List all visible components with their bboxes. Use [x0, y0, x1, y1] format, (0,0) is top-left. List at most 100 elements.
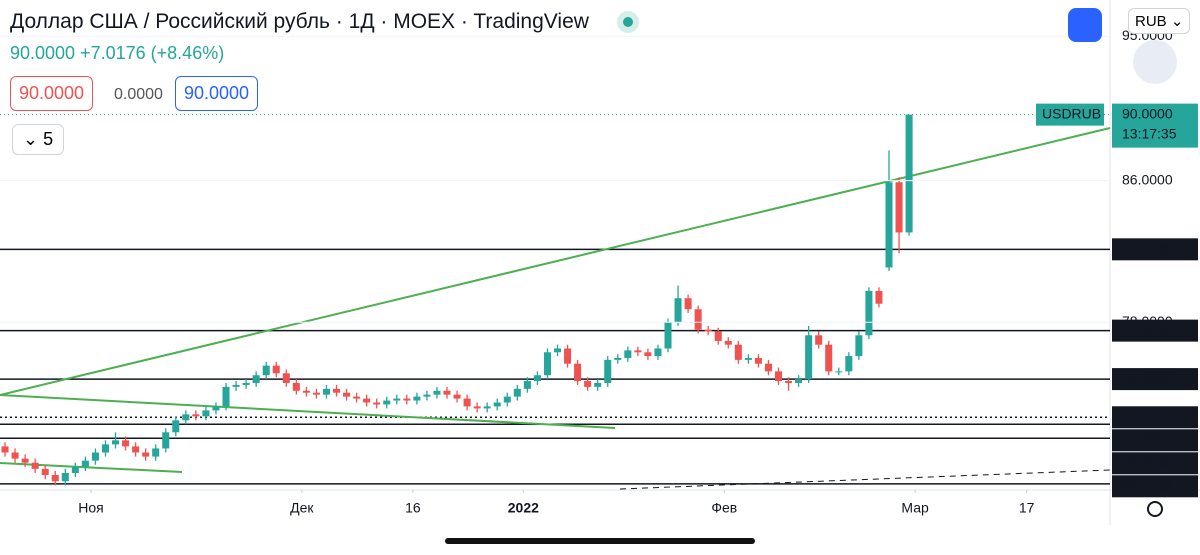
symbol-tag-label: USDRUB — [1042, 105, 1101, 121]
candle-body — [865, 290, 873, 336]
candle-body — [564, 348, 572, 364]
candle-body — [312, 392, 320, 395]
candle-body — [222, 386, 230, 407]
home-indicator — [445, 538, 755, 544]
candle-body — [413, 396, 421, 401]
candle-body — [764, 363, 772, 372]
candle-body — [553, 348, 562, 353]
candle-body — [373, 402, 381, 405]
candle-body — [694, 309, 702, 330]
candle-body — [584, 381, 592, 387]
symbol-header: Доллар США / Российский рубль · 1Д · MOE… — [10, 10, 633, 34]
candle-body — [242, 382, 250, 385]
candle-body — [172, 420, 180, 433]
candle-body — [533, 375, 541, 382]
last-price-box — [1112, 103, 1198, 148]
trend-line — [0, 127, 1111, 396]
candle-body — [353, 396, 361, 399]
candle-body — [333, 388, 341, 393]
candle-body — [604, 359, 612, 383]
symbol-tag — [1036, 103, 1104, 126]
candle-body — [302, 390, 310, 393]
candle-body — [31, 462, 39, 469]
candle-body — [825, 344, 833, 372]
y-tick-label: 86.0000 — [1122, 171, 1173, 187]
x-tick-label: Ноя — [78, 500, 103, 516]
x-tick-label: 2022 — [508, 500, 539, 516]
x-tick-label: Дек — [290, 500, 314, 516]
level-label: 72.6987 — [1122, 431, 1173, 447]
candle-body — [292, 382, 300, 391]
candle-body — [855, 335, 863, 357]
candle-body — [654, 348, 662, 357]
candle-body — [714, 331, 722, 341]
settings-icon[interactable] — [1147, 501, 1163, 517]
candle-body — [674, 298, 682, 323]
candle-body — [875, 290, 883, 304]
candle-body — [684, 298, 692, 310]
level-label-box — [1112, 429, 1198, 452]
candle-body — [122, 440, 130, 447]
candle-body — [734, 344, 742, 360]
candle-body — [795, 379, 803, 383]
level-label-box — [1112, 368, 1198, 391]
trend-line — [0, 394, 616, 429]
candle-body — [805, 335, 813, 380]
candle-body — [112, 440, 120, 445]
change: +7.0176 (+8.46%) — [80, 43, 225, 63]
candle-body — [322, 388, 330, 395]
candle-body — [473, 406, 481, 409]
indicators-count: 5 — [43, 129, 54, 149]
interval: 1Д — [348, 10, 375, 33]
level-label-box — [1112, 452, 1198, 475]
indicators-toggle[interactable]: ⌄ 5 — [12, 124, 65, 155]
candle-body — [493, 402, 501, 407]
candle-body — [232, 384, 240, 387]
candle-body — [614, 357, 622, 360]
sell-button[interactable]: 90.0000 — [10, 76, 94, 111]
x-tick-label: Мар — [901, 500, 929, 516]
candle-body — [594, 382, 602, 387]
candle-body — [403, 398, 411, 401]
last-price-label: 90.0000 — [1122, 105, 1173, 121]
candle-body — [51, 475, 59, 482]
fullscreen-button[interactable] — [1068, 8, 1102, 42]
candle-body — [744, 357, 752, 360]
scale-button[interactable] — [1133, 40, 1177, 84]
candle-body — [523, 381, 531, 389]
candles — [1, 114, 913, 486]
candle-body — [463, 398, 471, 407]
candle-body — [845, 356, 853, 372]
candle-body — [543, 352, 551, 376]
candle-body — [393, 398, 401, 401]
candle-body — [212, 406, 220, 411]
level-label-box — [1112, 475, 1198, 498]
countdown: 13:17:35 — [1122, 125, 1177, 141]
x-tick-label: Фев — [711, 500, 737, 516]
candle-body — [644, 352, 652, 357]
candle-body — [252, 375, 260, 383]
candle-body — [81, 460, 89, 467]
currency-button[interactable]: RUB ⌄ — [1128, 8, 1191, 34]
level-label: 73.0516 — [1122, 408, 1173, 424]
candle-body — [272, 365, 280, 374]
candle-body — [443, 390, 451, 395]
price: 90.0000 — [10, 43, 76, 63]
candle-body — [704, 329, 712, 332]
candle-body — [182, 414, 190, 421]
candle-body — [905, 114, 913, 233]
level-label-box — [1112, 406, 1198, 429]
buy-button[interactable]: 90.0000 — [175, 76, 259, 111]
quote: 90.0000 +7.0176 (+8.46%) — [10, 43, 224, 64]
candle-body — [453, 394, 461, 399]
x-tick-label: 17 — [1019, 500, 1035, 516]
trend-line — [0, 462, 183, 473]
candle-body — [774, 371, 783, 382]
candle-body — [754, 357, 762, 364]
level-label-box — [1112, 238, 1198, 261]
candle-body — [21, 458, 29, 463]
candle-body — [885, 182, 893, 268]
level-label-box — [1112, 319, 1198, 342]
